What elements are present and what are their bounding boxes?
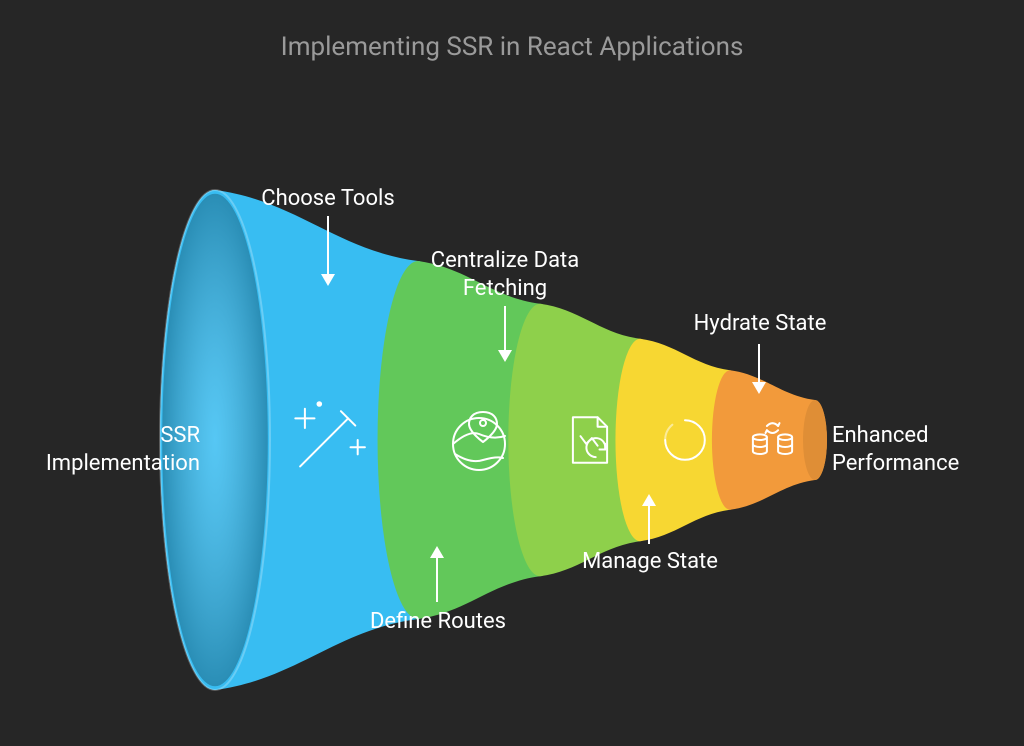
arrow-centralize-data: [504, 306, 506, 352]
segment-label-choose-tools: Choose Tools: [248, 185, 408, 213]
output-label: Enhanced Performance: [832, 422, 1012, 477]
arrow-head-choose-tools: [321, 274, 335, 286]
arrow-choose-tools: [327, 216, 329, 276]
segment-label-manage-state: Manage State: [560, 548, 740, 576]
arrow-head-define-routes: [430, 546, 444, 558]
segment-label-define-routes: Define Routes: [348, 608, 528, 636]
segment-label-centralize-data: Centralize Data Fetching: [410, 247, 600, 302]
arrow-head-centralize-data: [498, 350, 512, 362]
segment-label-hydrate-state: Hydrate State: [680, 310, 840, 338]
arrow-head-manage-state: [642, 494, 656, 506]
arrow-manage-state: [648, 504, 650, 544]
arrow-head-hydrate-state: [752, 382, 766, 394]
input-label: SSR Implementation: [30, 422, 200, 477]
arrow-hydrate-state: [758, 344, 760, 384]
arrow-define-routes: [436, 556, 438, 602]
